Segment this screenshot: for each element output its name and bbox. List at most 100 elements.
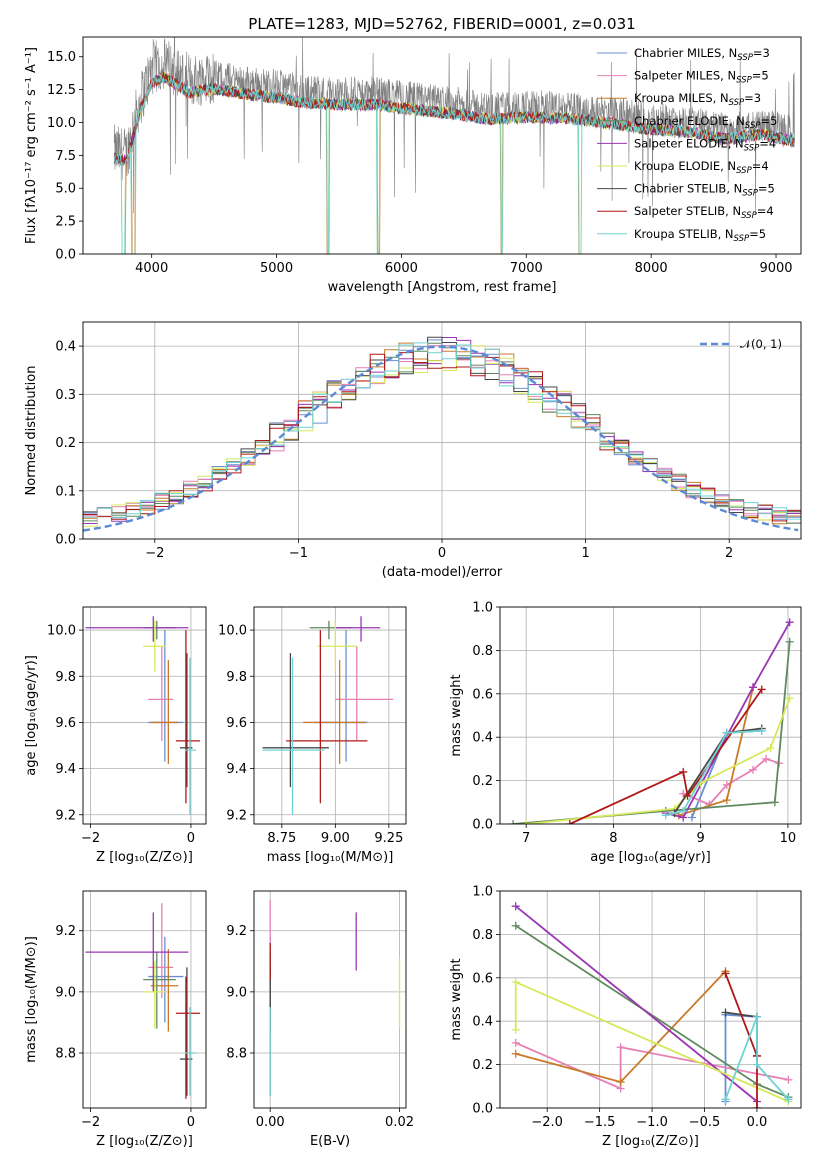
y-tick-label: 9.0 <box>226 985 247 1000</box>
weight-marker <box>511 1025 520 1034</box>
y-tick-label: 10.0 <box>218 624 247 639</box>
weight-marker <box>679 806 688 815</box>
weight-marker <box>752 1060 761 1069</box>
legend-entry: Kroupa STELIB, NSSP=5 <box>634 227 766 244</box>
x-tick-label: 0.02 <box>385 1115 414 1130</box>
weight-marker <box>766 744 775 753</box>
plot-area-mass-vs-ebv <box>254 891 406 1108</box>
error-point-8 <box>184 657 196 815</box>
x-axis-label: Z [log₁₀(Z/Z⊙)] <box>96 1134 193 1149</box>
error-point-1 <box>335 646 394 741</box>
y-axis-label: mass weight <box>449 958 464 1040</box>
weight-marker <box>721 969 730 978</box>
weight-series-8 <box>724 1016 790 1100</box>
y-axis-label: mass weight <box>449 674 464 756</box>
axes-spectrum: 4000 5000 6000 7000 8000 9000 0.0 2.5 5.0 7.5 10.0… <box>24 36 802 295</box>
error-point-0 <box>313 630 368 762</box>
weight-series-4 <box>665 621 791 819</box>
x-axis-label: E(B-V) <box>310 1134 350 1149</box>
y-tick-label: 9.2 <box>55 808 76 823</box>
plot-area-age-vs-mass <box>254 607 406 824</box>
plot-area-weight-vs-age <box>500 607 801 824</box>
y-tick-label: 0.2 <box>55 436 76 451</box>
axes-frame <box>82 890 207 1109</box>
axes-frame <box>499 890 802 1109</box>
weight-series-1 <box>515 1042 789 1090</box>
legend-entry: Kroupa MILES, NSSP=3 <box>634 91 761 108</box>
y-tick-label: 9.2 <box>226 924 247 939</box>
legend-nssp-value: =4 <box>759 136 776 150</box>
legend-subscript: SSP <box>736 166 752 176</box>
weight-marker <box>661 811 670 820</box>
legend-subscript: SSP <box>729 98 745 108</box>
y-tick-label: 10.0 <box>47 116 76 131</box>
error-point-5 <box>318 620 357 672</box>
y-axis-label: Normed distribution <box>24 366 39 496</box>
y-tick-label: 0.1 <box>55 484 76 499</box>
y-tick-label: 9.2 <box>226 808 247 823</box>
axes-frame <box>82 606 207 825</box>
y-tick-label: 7.5 <box>55 149 76 164</box>
y-tick-label: 0.2 <box>472 774 493 789</box>
x-tick-label: 7 <box>522 831 530 846</box>
error-point-7 <box>286 630 368 804</box>
weight-marker <box>722 728 731 737</box>
legend-entry: Salpeter MILES, NSSP=5 <box>634 69 769 86</box>
x-axis-label: mass [log₁₀(M/M⊙)] <box>267 850 394 865</box>
legend-entry: Salpeter ELODIE, NSSP=4 <box>634 136 776 153</box>
weight-marker <box>679 767 688 776</box>
axes-age-vs-Z: −2 0 9.2 9.4 9.6 9.8 10.0 Z [log₁₀(Z/Z⊙)] age [l… <box>24 606 207 865</box>
x-tick-label: 8000 <box>635 261 668 276</box>
legend-subscript: SSP <box>744 143 760 153</box>
weight-marker <box>511 1038 520 1047</box>
x-tick-label: 7000 <box>510 261 543 276</box>
y-tick-label: 2.5 <box>55 215 76 230</box>
weight-marker <box>749 683 758 692</box>
legend-subscript: SSP <box>741 211 757 221</box>
y-tick-label: 15.0 <box>47 50 76 65</box>
x-tick-label: 0.0 <box>747 1115 768 1130</box>
weight-series-7 <box>569 688 763 824</box>
x-tick-label: 9000 <box>759 261 792 276</box>
weight-marker <box>511 978 520 987</box>
legend-nssp-value: =4 <box>757 204 774 218</box>
legend-subscript: SSP <box>734 234 750 244</box>
error-point-6 <box>262 653 329 788</box>
weight-marker <box>679 789 688 798</box>
weight-series-3 <box>513 641 791 824</box>
axes-weight-vs-age: 7 8 9 10 0.0 0.2 0.4 0.6 0.8 1.0 age [log₁₀(age/yr… <box>449 601 802 865</box>
y-tick-label: 0.6 <box>472 971 493 986</box>
weight-series-4 <box>515 905 758 1103</box>
weight-marker <box>616 1043 625 1052</box>
x-axis-label: age [log₁₀(age/yr)] <box>590 850 711 865</box>
x-tick-label: 0 <box>438 546 446 561</box>
legend-model-name: Kroupa STELIB, N <box>634 227 734 241</box>
weight-marker <box>722 796 731 805</box>
legend-model-name: Salpeter ELODIE, N <box>634 136 744 150</box>
y-tick-label: 1.0 <box>472 885 493 900</box>
y-tick-label: 9.8 <box>226 670 247 685</box>
y-tick-label: 9.2 <box>55 924 76 939</box>
error-point-7 <box>175 630 200 804</box>
weight-marker <box>785 618 794 627</box>
weight-marker <box>509 820 518 824</box>
legend-entry: Chabrier STELIB, NSSP=5 <box>634 182 775 199</box>
x-tick-label: 9.25 <box>374 831 403 846</box>
y-tick-label: 0.4 <box>55 340 76 355</box>
x-tick-label: 1 <box>581 546 589 561</box>
y-tick-label: 5.0 <box>55 182 76 197</box>
y-tick-label: 0.8 <box>472 928 493 943</box>
plot-area-spectrum <box>113 37 795 254</box>
error-point-4 <box>85 616 189 642</box>
legend-model-name: Chabrier STELIB, N <box>634 182 742 196</box>
observed-spectrum <box>113 37 795 215</box>
x-tick-label: 0.00 <box>256 1115 285 1130</box>
plot-area-residuals <box>83 322 801 539</box>
y-tick-label: 0.8 <box>472 644 493 659</box>
y-tick-label: 0.0 <box>472 818 493 833</box>
x-tick-label: 9 <box>697 831 705 846</box>
residual-histogram-8 <box>83 342 801 520</box>
error-point-1 <box>148 903 174 998</box>
